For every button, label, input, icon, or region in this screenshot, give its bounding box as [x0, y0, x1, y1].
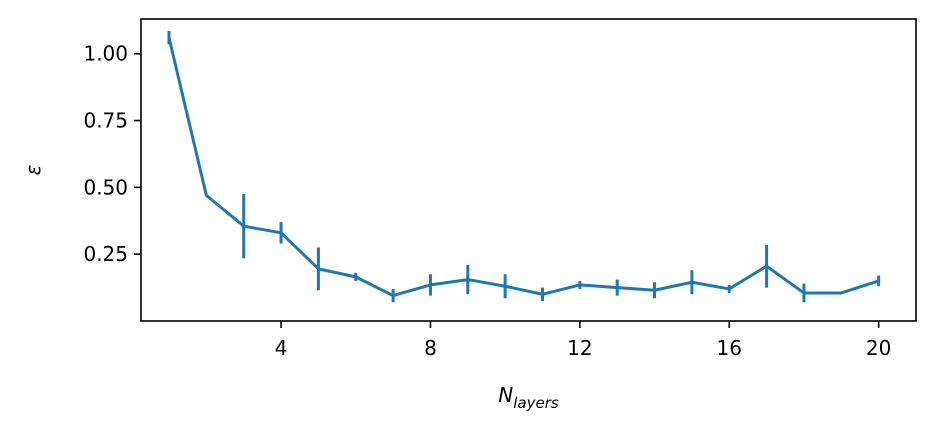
series-line — [167, 37, 880, 298]
y-tick-label: 0.25 — [83, 242, 128, 266]
x-axis: 4 8 12 16 20 — [275, 321, 891, 360]
x-axis-label-main: N — [498, 383, 513, 407]
x-tick-label: 12 — [567, 336, 592, 360]
x-tick-label: 20 — [866, 336, 891, 360]
x-tick-label: 4 — [275, 336, 288, 360]
y-axis: 0.25 0.50 0.75 1.00 — [83, 42, 141, 266]
x-axis-label: Nlayers — [498, 383, 559, 412]
plot-frame — [140, 18, 917, 322]
x-tick-label: 8 — [424, 336, 437, 360]
x-tick-label: 16 — [717, 336, 742, 360]
y-axis-label: ε — [21, 164, 45, 175]
x-axis-label-subscript: layers — [513, 394, 559, 412]
y-tick-label: 0.75 — [83, 109, 128, 133]
y-tick-label: 0.50 — [83, 175, 128, 199]
y-tick-label: 1.00 — [83, 42, 128, 66]
plot-area — [167, 31, 881, 303]
